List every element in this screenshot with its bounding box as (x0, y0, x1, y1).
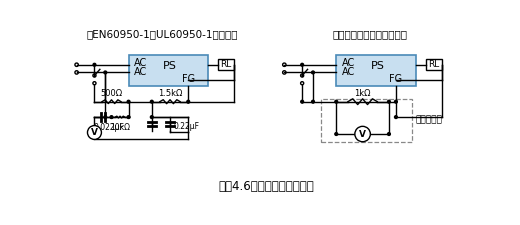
Text: 10kΩ: 10kΩ (110, 123, 130, 132)
Circle shape (104, 116, 107, 119)
Circle shape (150, 116, 153, 119)
Circle shape (187, 100, 190, 103)
Text: AC: AC (342, 68, 355, 77)
Text: 1.5kΩ: 1.5kΩ (158, 89, 182, 98)
Text: 図　4.6　漏洩電流測定回路: 図 4.6 漏洩電流測定回路 (218, 180, 315, 193)
Text: FG: FG (181, 74, 195, 84)
Text: AC: AC (134, 68, 147, 77)
Circle shape (87, 126, 101, 140)
Bar (336, 56, 416, 86)
Text: 漏洩電流計: 漏洩電流計 (415, 116, 442, 125)
Circle shape (387, 100, 391, 103)
Text: RL: RL (428, 60, 439, 69)
Circle shape (110, 116, 113, 119)
Circle shape (301, 100, 304, 103)
Circle shape (127, 100, 130, 103)
Circle shape (150, 100, 153, 103)
Bar (321, 99, 412, 142)
Text: RL: RL (220, 60, 232, 69)
Circle shape (127, 116, 130, 119)
Bar (218, 59, 234, 70)
Circle shape (301, 63, 304, 66)
Circle shape (335, 100, 337, 103)
Circle shape (93, 63, 96, 66)
Circle shape (387, 133, 391, 135)
Text: FG: FG (389, 74, 402, 84)
Text: V: V (91, 128, 98, 137)
Bar (426, 59, 441, 70)
Circle shape (395, 100, 397, 103)
Text: V: V (359, 130, 366, 139)
Circle shape (355, 126, 370, 142)
Text: AC: AC (134, 58, 147, 68)
Circle shape (395, 116, 397, 119)
Circle shape (311, 71, 315, 74)
Text: AC: AC (342, 58, 355, 68)
Text: PS: PS (163, 61, 177, 71)
Text: ＜EN60950-1、UL60950-1の場合＞: ＜EN60950-1、UL60950-1の場合＞ (86, 29, 238, 39)
Text: 1kΩ: 1kΩ (354, 89, 371, 98)
Circle shape (335, 133, 337, 135)
Text: ＜電気用品安全法の場合＞: ＜電気用品安全法の場合＞ (332, 29, 407, 39)
Text: 0.022μF: 0.022μF (94, 123, 125, 132)
Bar (128, 56, 209, 86)
Text: PS: PS (370, 61, 384, 71)
Text: 500Ω: 500Ω (100, 89, 123, 98)
Circle shape (311, 100, 315, 103)
Text: 0.22μF: 0.22μF (173, 122, 199, 131)
Circle shape (104, 71, 107, 74)
